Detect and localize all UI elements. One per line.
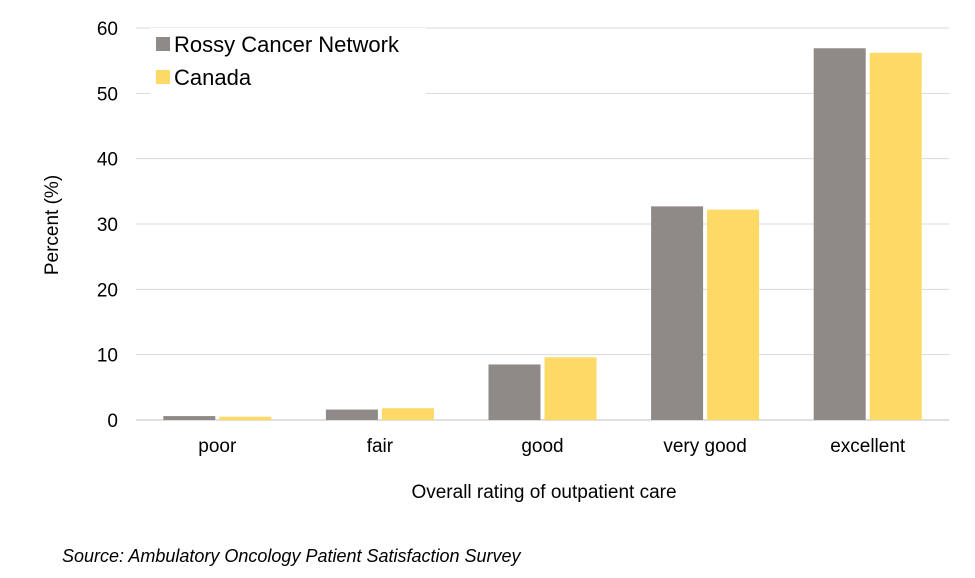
y-axis-label: Percent (%) bbox=[42, 175, 63, 275]
bar-rossy bbox=[163, 416, 216, 420]
source-note: Source: Ambulatory Oncology Patient Sati… bbox=[62, 546, 521, 566]
bar-canada bbox=[869, 52, 922, 421]
bar-rossy bbox=[651, 206, 704, 420]
x-axis-ticks: poor fair good very good excellent bbox=[198, 436, 906, 457]
legend: Rossy Cancer Network Canada bbox=[150, 28, 426, 94]
legend-swatch bbox=[156, 37, 170, 51]
y-tick-label: 20 bbox=[97, 280, 118, 301]
legend-label: Rossy Cancer Network bbox=[174, 32, 400, 57]
x-tick-label: very good bbox=[663, 436, 746, 457]
bar-rossy bbox=[813, 48, 866, 421]
bar-rossy bbox=[488, 364, 541, 420]
y-axis-ticks: 0 10 20 30 40 50 60 bbox=[97, 19, 118, 432]
y-tick-label: 0 bbox=[107, 411, 118, 432]
y-tick-label: 10 bbox=[97, 346, 118, 367]
y-tick-label: 40 bbox=[97, 150, 118, 171]
bar-canada bbox=[544, 357, 597, 420]
bar-canada bbox=[707, 209, 760, 420]
bars bbox=[163, 48, 922, 421]
x-tick-label: good bbox=[521, 436, 563, 457]
bar-rossy bbox=[325, 409, 378, 420]
x-tick-label: fair bbox=[367, 436, 394, 457]
y-tick-label: 50 bbox=[97, 84, 118, 105]
bar-canada bbox=[381, 408, 434, 420]
bar-canada bbox=[219, 416, 272, 420]
legend-swatch bbox=[156, 70, 170, 84]
x-axis-label: Overall rating of outpatient care bbox=[411, 482, 676, 503]
x-tick-label: poor bbox=[198, 436, 237, 457]
x-tick-label: excellent bbox=[830, 436, 906, 457]
y-tick-label: 60 bbox=[97, 19, 118, 40]
bar-chart: 0 10 20 30 40 50 60 poor fair good very good excel… bbox=[42, 19, 949, 503]
legend-label: Canada bbox=[174, 65, 252, 90]
y-tick-label: 30 bbox=[97, 215, 118, 236]
legend-background bbox=[150, 28, 426, 94]
